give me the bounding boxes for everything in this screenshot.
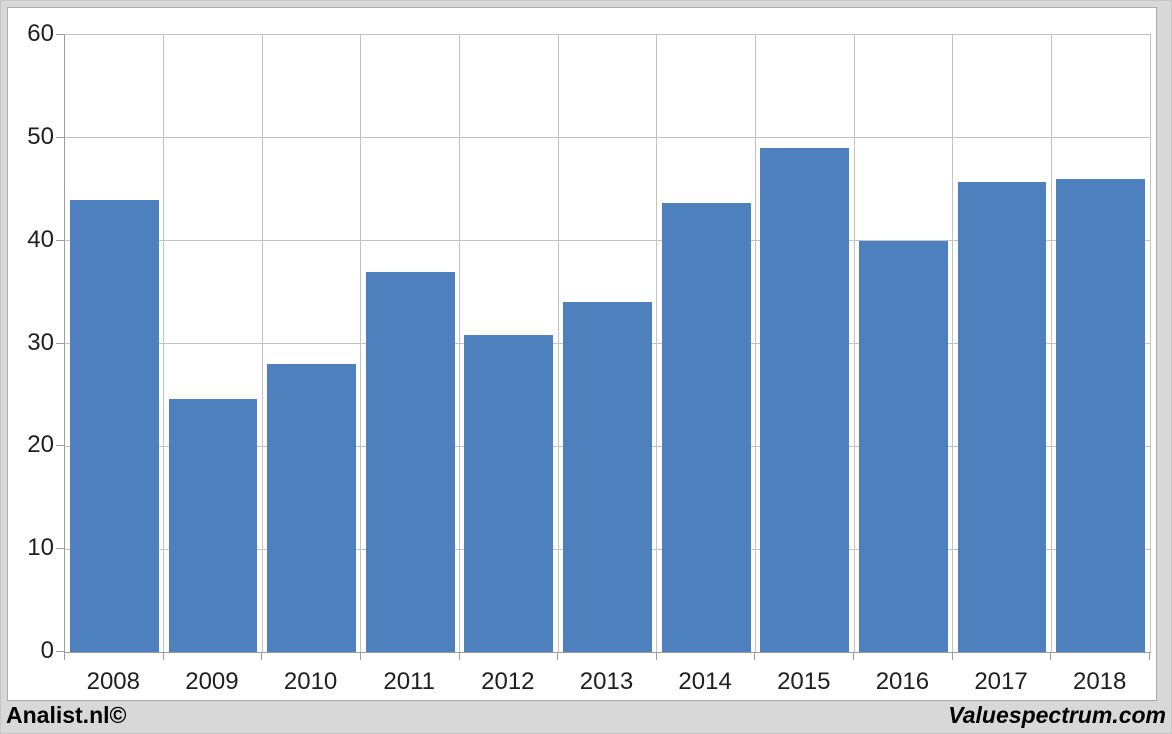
y-axis-label-10: 10 bbox=[27, 534, 54, 562]
brand-analist: Analist.nl© bbox=[6, 702, 127, 728]
bar-2011 bbox=[365, 271, 455, 652]
y-tick-20 bbox=[56, 445, 64, 447]
x-axis-label-2012: 2012 bbox=[481, 668, 535, 695]
y-tick-40 bbox=[56, 239, 64, 241]
brand-valuespectrum: Valuespectrum.com bbox=[948, 702, 1166, 728]
x-tick-4 bbox=[458, 653, 460, 660]
x-axis-label-2018: 2018 bbox=[1072, 668, 1127, 695]
x-tick-2 bbox=[261, 653, 263, 660]
x-axis-label-2014: 2014 bbox=[678, 668, 732, 695]
x-axis-label-2016: 2016 bbox=[875, 668, 930, 695]
h-gridline-40 bbox=[65, 240, 1150, 242]
x-axis-label-2009: 2009 bbox=[185, 668, 239, 695]
v-gridline-10 bbox=[1050, 35, 1052, 652]
bar-2016 bbox=[859, 240, 948, 652]
x-tick-9 bbox=[951, 653, 953, 660]
y-axis-label-40: 40 bbox=[27, 225, 54, 253]
bar-2017 bbox=[957, 182, 1047, 652]
bar-2012 bbox=[464, 335, 554, 652]
bar-2018 bbox=[1056, 178, 1146, 652]
x-tick-3 bbox=[359, 653, 361, 660]
y-axis-label-60: 60 bbox=[27, 20, 54, 47]
x-axis-label-2010: 2010 bbox=[283, 668, 338, 695]
bar-2009 bbox=[168, 399, 258, 652]
h-gridline-50 bbox=[65, 137, 1150, 139]
x-axis-label-2008: 2008 bbox=[86, 668, 140, 695]
bar-2013 bbox=[563, 302, 652, 652]
x-tick-7 bbox=[754, 653, 756, 660]
v-gridline-8 bbox=[853, 35, 855, 652]
v-gridline-9 bbox=[952, 35, 954, 652]
y-tick-0 bbox=[56, 651, 64, 652]
y-tick-30 bbox=[56, 342, 64, 344]
x-tick-5 bbox=[557, 653, 559, 660]
x-tick-8 bbox=[853, 653, 855, 660]
x-tick-1 bbox=[162, 653, 164, 660]
x-tick-0 bbox=[64, 653, 65, 660]
x-tick-6 bbox=[655, 653, 657, 660]
y-tick-50 bbox=[56, 136, 64, 138]
v-gridline-4 bbox=[459, 35, 461, 652]
chart-panel: 0 10 20 30 40 50 60 2008 2009 2010 2011 2012 2013 20… bbox=[7, 7, 1157, 701]
y-tick-60 bbox=[56, 34, 64, 35]
x-tick-11 bbox=[1149, 653, 1150, 660]
v-gridline-5 bbox=[557, 35, 559, 652]
x-axis-label-2013: 2013 bbox=[579, 668, 634, 695]
v-gridline-3 bbox=[360, 35, 362, 652]
v-gridline-1 bbox=[163, 35, 165, 652]
y-axis-label-20: 20 bbox=[27, 431, 54, 459]
bar-2008 bbox=[69, 199, 159, 652]
x-axis-label-2017: 2017 bbox=[974, 668, 1028, 695]
y-axis-label-0: 0 bbox=[40, 637, 54, 664]
v-gridline-6 bbox=[656, 35, 658, 652]
bar-2010 bbox=[267, 364, 356, 652]
x-axis-label-2011: 2011 bbox=[383, 668, 436, 695]
y-tick-10 bbox=[56, 548, 64, 550]
plot-area bbox=[64, 34, 1151, 653]
bar-2014 bbox=[661, 202, 751, 652]
v-gridline-7 bbox=[754, 35, 756, 652]
y-axis-label-30: 30 bbox=[27, 328, 54, 356]
y-axis-label-50: 50 bbox=[27, 122, 54, 150]
x-axis-label-2015: 2015 bbox=[777, 668, 831, 695]
x-tick-10 bbox=[1050, 653, 1052, 660]
v-gridline-2 bbox=[261, 35, 263, 652]
bar-2015 bbox=[760, 148, 850, 652]
